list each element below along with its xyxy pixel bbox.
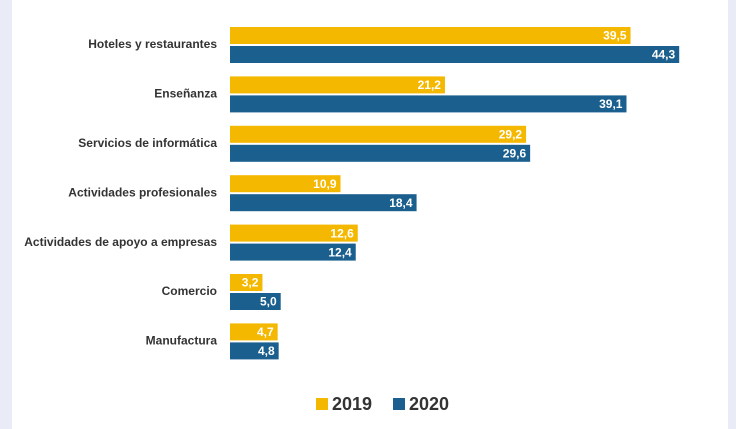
bar <box>230 243 356 261</box>
value-label: 5,0 <box>260 295 277 309</box>
bar <box>230 175 341 193</box>
category-label: Comercio <box>162 284 217 298</box>
value-label: 3,2 <box>242 276 259 290</box>
legend-swatch <box>393 398 405 410</box>
value-label: 29,2 <box>499 127 523 141</box>
category-label: Actividades de apoyo a empresas <box>24 235 217 249</box>
value-label: 12,4 <box>328 245 352 259</box>
category-label: Hoteles y restaurantes <box>88 37 217 51</box>
bar <box>230 323 278 341</box>
bar <box>230 125 527 143</box>
bar <box>230 144 531 162</box>
bar <box>230 194 417 212</box>
value-label: 29,6 <box>503 146 527 160</box>
category-label: Manufactura <box>146 334 218 348</box>
value-label: 12,6 <box>330 226 354 240</box>
value-label: 18,4 <box>389 196 413 210</box>
value-label: 39,5 <box>603 29 627 43</box>
bar <box>230 46 680 63</box>
bar <box>230 342 279 360</box>
value-label: 21,2 <box>418 78 442 92</box>
bar <box>230 224 358 242</box>
bar <box>230 27 631 44</box>
value-label: 4,7 <box>257 325 274 339</box>
value-label: 39,1 <box>599 97 623 111</box>
value-label: 4,8 <box>258 344 275 358</box>
bar <box>230 76 445 94</box>
category-label: Servicios de informática <box>78 136 217 150</box>
category-label: Enseñanza <box>154 87 217 101</box>
category-label: Actividades profesionales <box>68 185 217 199</box>
value-label: 10,9 <box>313 177 337 191</box>
value-label: 44,3 <box>652 48 676 62</box>
bar <box>230 293 281 310</box>
legend-label: 2019 <box>332 394 372 414</box>
legend-swatch <box>316 398 328 410</box>
chart-area <box>12 0 728 429</box>
bar <box>230 274 263 291</box>
bar <box>230 95 627 113</box>
legend-label: 2020 <box>409 394 449 414</box>
